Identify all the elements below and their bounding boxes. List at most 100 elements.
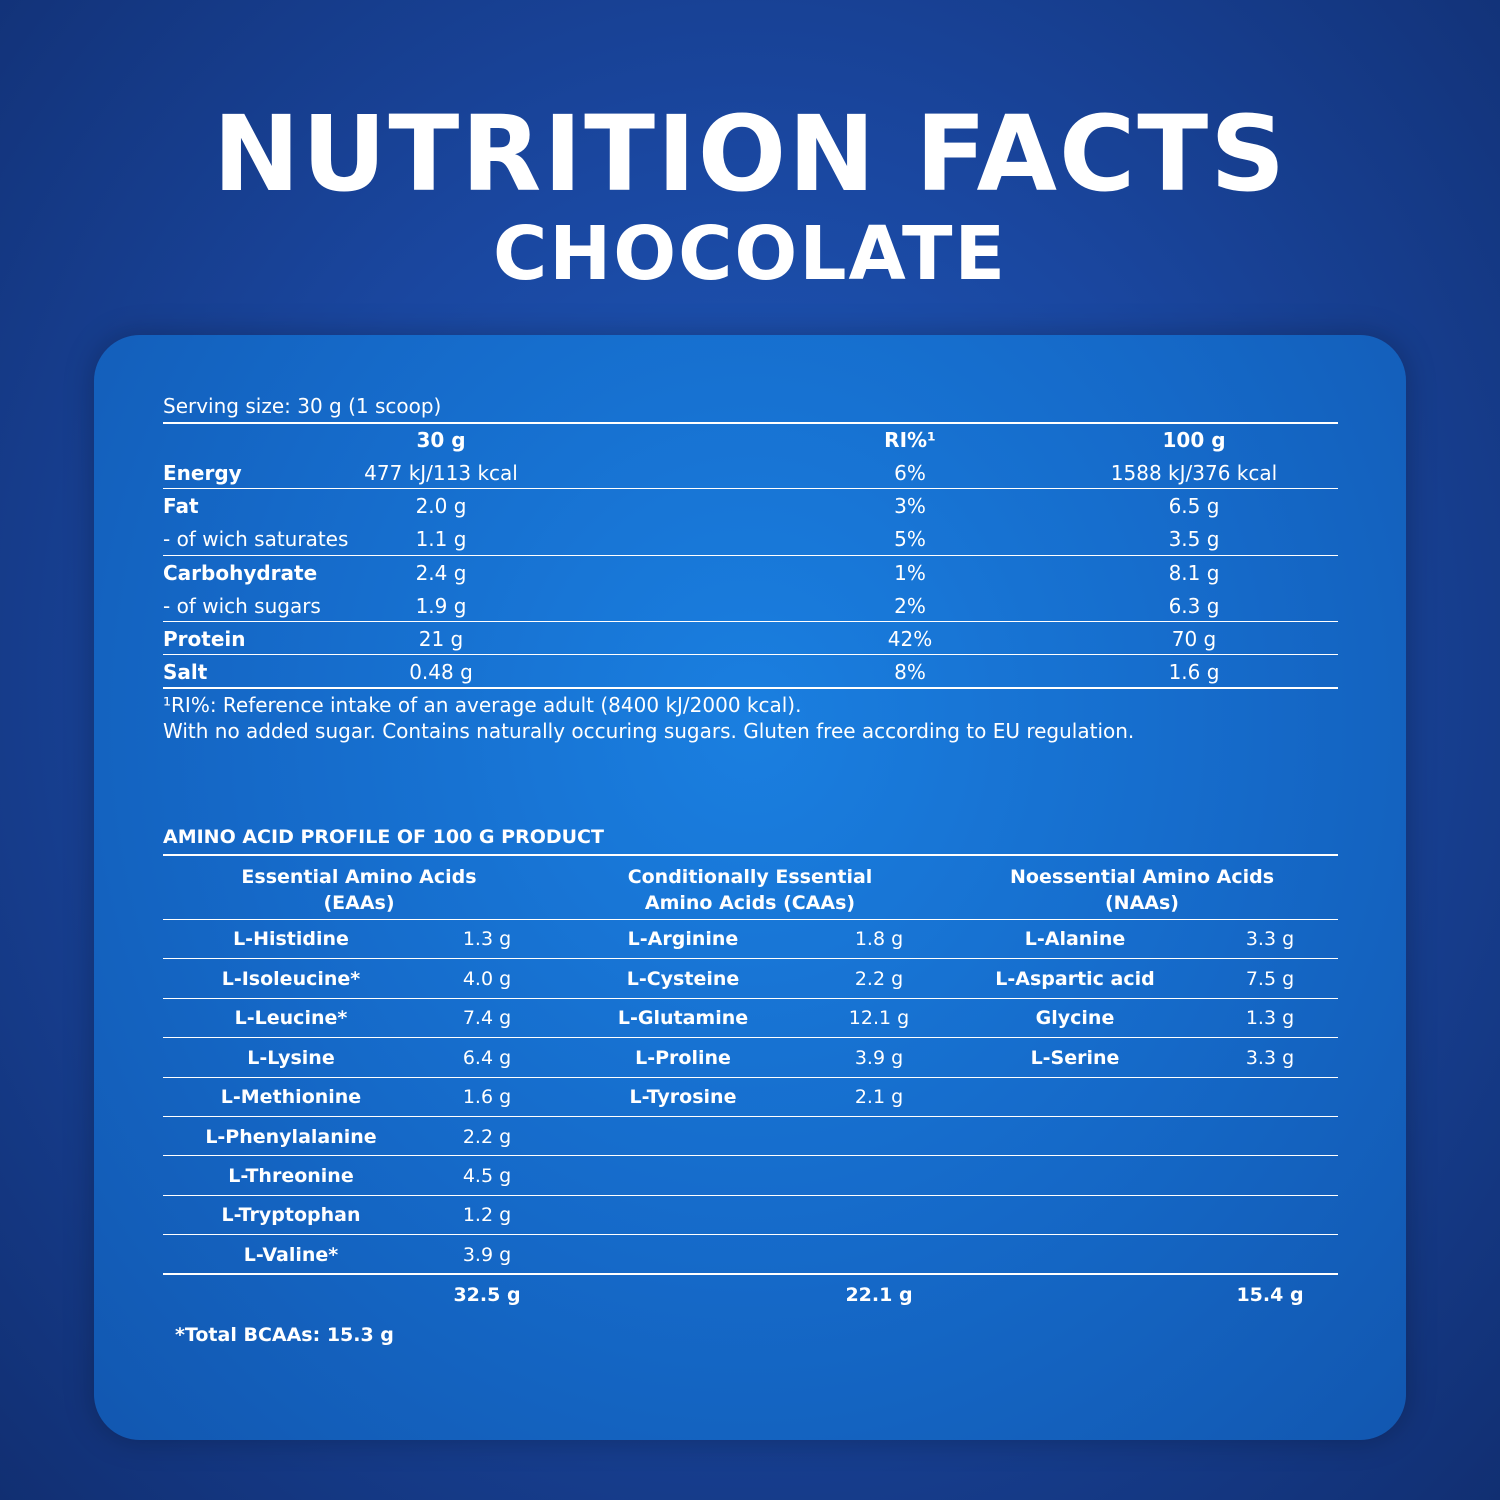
amino-name: L-Proline [635,1047,731,1069]
amino-name: L-Isoleucine* [221,968,361,990]
table-divider [163,1273,1338,1275]
value-ri: 6% [894,461,926,485]
group-heading-line: Conditionally Essential [627,866,873,888]
table-divider [163,854,1338,856]
value-100g: 6.3 g [1168,594,1220,618]
group-heading-naa: Noessential Amino Acids (NAAs) [982,864,1302,916]
nutrition-row: - of wich saturates 1.1 g 5% 3.5 g [163,523,1338,556]
nutrient-label: Energy [163,461,242,485]
group-heading-eaa: Essential Amino Acids (EAAs) [209,864,509,916]
value-ri: 1% [894,561,926,585]
nutrient-label: Salt [163,660,208,684]
value-ri: 42% [887,627,933,651]
naa-total: 15.4 g [1236,1284,1304,1306]
amino-row: L-Valine* 3.9 g [163,1236,1338,1275]
amino-value: 3.9 g [854,1047,904,1069]
ri-footnote: ¹RI%: Reference intake of an average adu… [163,693,802,717]
table-divider [163,1234,1338,1235]
amino-row: L-Histidine 1.3 g L-Arginine 1.8 g L-Ala… [163,920,1338,959]
table-divider [163,687,1338,689]
bcaa-note: *Total BCAAs: 15.3 g [175,1324,394,1346]
amino-name: L-Arginine [627,928,739,950]
amino-value: 6.4 g [462,1047,512,1069]
nutrition-row: - of wich sugars 1.9 g 2% 6.3 g [163,590,1338,623]
amino-value: 1.3 g [1245,1007,1295,1029]
value-ri: 3% [894,494,926,518]
eaa-total: 32.5 g [453,1284,521,1306]
value-100g: 8.1 g [1168,561,1220,585]
group-heading-line: Essential Amino Acids [241,866,477,888]
table-divider [163,919,1338,920]
value-100g: 1588 kJ/376 kcal [1110,461,1278,485]
page-title: NUTRITION FACTS [212,93,1288,215]
amino-value: 2.2 g [462,1126,512,1148]
value-30g: 1.1 g [415,527,467,551]
amino-section-title: AMINO ACID PROFILE OF 100 G PRODUCT [163,826,604,848]
value-30g: 2.4 g [415,561,467,585]
group-heading-caa: Conditionally Essential Amino Acids (CAA… [590,864,910,916]
serving-size: Serving size: 30 g (1 scoop) [163,394,442,418]
value-30g: 0.48 g [409,660,473,684]
amino-value: 7.4 g [462,1007,512,1029]
group-heading-line: (NAAs) [1105,892,1179,914]
table-divider [163,958,1338,959]
flavor-subtitle: CHOCOLATE [492,211,1008,297]
nutrient-label: Carbohydrate [163,561,318,585]
amino-value: 1.2 g [462,1204,512,1226]
table-divider [163,998,1338,999]
nutrition-header-row: 30 g RI%¹ 100 g [163,424,1338,457]
amino-value: 12.1 g [848,1007,910,1029]
value-100g: 3.5 g [1168,527,1220,551]
amino-name: L-Methionine [220,1086,362,1108]
table-divider [163,1077,1338,1078]
value-30g: 2.0 g [415,494,467,518]
amino-name: L-Leucine* [234,1007,348,1029]
table-divider [163,1037,1338,1038]
value-100g: 1.6 g [1168,660,1220,684]
amino-row: L-Threonine 4.5 g [163,1157,1338,1196]
caa-total: 22.1 g [845,1284,913,1306]
amino-value: 7.5 g [1245,968,1295,990]
amino-name: L-Aspartic acid [995,968,1155,990]
amino-name: L-Valine* [243,1244,339,1266]
value-30g: 477 kJ/113 kcal [364,461,518,485]
table-divider [163,1195,1338,1196]
column-header: 30 g [416,428,466,452]
amino-name: L-Alanine [1024,928,1126,950]
table-divider [163,488,1338,489]
table-divider [163,555,1338,556]
amino-value: 4.0 g [462,968,512,990]
value-100g: 6.5 g [1168,494,1220,518]
nutrient-label: Fat [163,494,199,518]
nutrition-row: Carbohydrate 2.4 g 1% 8.1 g [163,557,1338,590]
nutrition-row: Salt 0.48 g 8% 1.6 g [163,656,1338,689]
amino-value: 2.1 g [854,1086,904,1108]
amino-value: 1.3 g [462,928,512,950]
amino-name: L-Histidine [233,928,349,950]
amino-name: L-Cysteine [626,968,740,990]
value-30g: 1.9 g [415,594,467,618]
amino-name: L-Threonine [228,1165,354,1187]
amino-name: L-Phenylalanine [205,1126,377,1148]
amino-name: L-Tryptophan [221,1204,361,1226]
amino-name: L-Serine [1030,1047,1120,1069]
nutrient-label: - of wich saturates [163,527,349,551]
group-heading-line: Noessential Amino Acids [1009,866,1274,888]
amino-value: 2.2 g [854,968,904,990]
amino-row: L-Methionine 1.6 g L-Tyrosine 2.1 g [163,1078,1338,1117]
amino-value: 1.8 g [854,928,904,950]
amino-name: L-Lysine [247,1047,335,1069]
nutrition-row: Protein 21 g 42% 70 g [163,623,1338,656]
value-30g: 21 g [418,627,464,651]
amino-value: 3.3 g [1245,1047,1295,1069]
nutrient-label: - of wich sugars [163,594,321,618]
table-divider [163,422,1338,424]
amino-name: L-Glutamine [617,1007,749,1029]
amino-value: 1.6 g [462,1086,512,1108]
group-heading-line: (EAAs) [323,892,395,914]
column-header: 100 g [1162,428,1226,452]
value-ri: 2% [894,594,926,618]
nutrition-row: Fat 2.0 g 3% 6.5 g [163,490,1338,523]
amino-value: 3.9 g [462,1244,512,1266]
nutrient-label: Protein [163,627,246,651]
